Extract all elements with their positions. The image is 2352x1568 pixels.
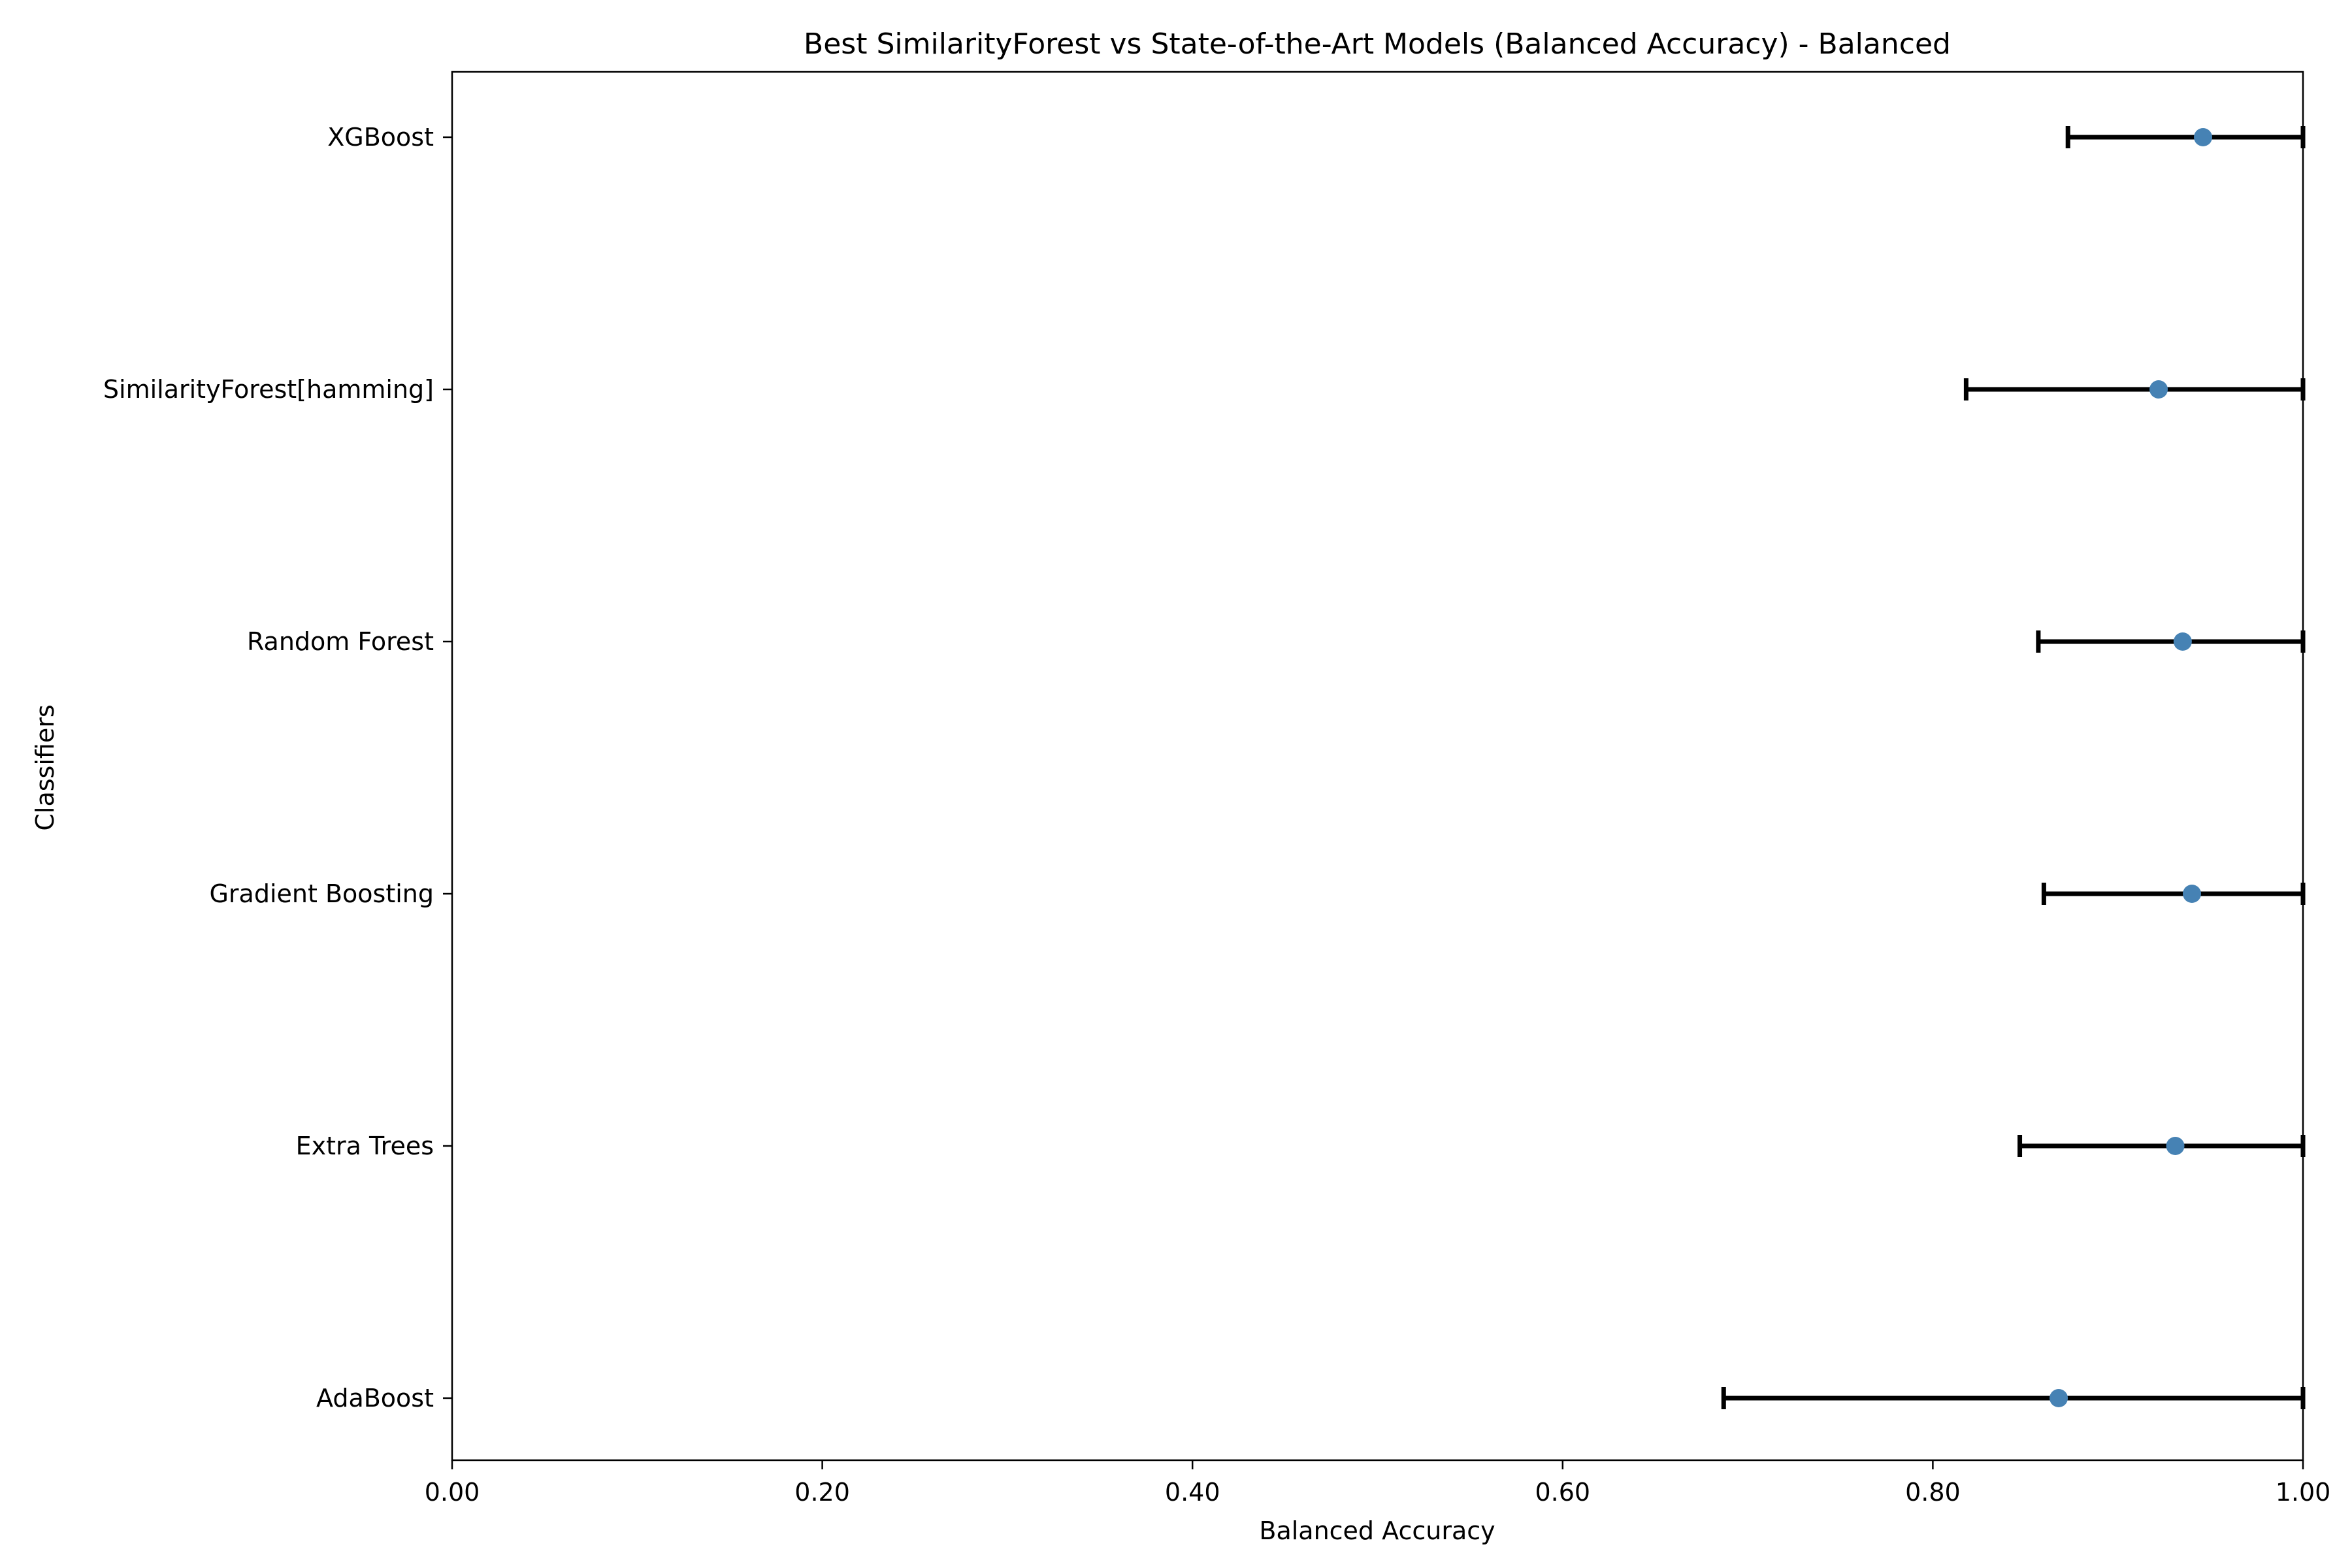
x-tick-label: 0.80	[1905, 1478, 1961, 1507]
y-axis-label: Classifiers	[31, 704, 59, 830]
data-point	[2173, 632, 2192, 651]
plot-area: 0.00 0.20 0.40 0.60 0.80 1.00 AdaBoost Extra Tr…	[103, 71, 2331, 1507]
data-point	[2050, 1389, 2068, 1407]
y-tick-label: Extra Trees	[296, 1132, 434, 1160]
x-tick-label: 0.40	[1165, 1478, 1220, 1507]
y-tick-label: Gradient Boosting	[209, 879, 434, 908]
x-tick-label: 0.60	[1535, 1478, 1590, 1507]
data-point	[2149, 380, 2168, 399]
chart-title: Best SimilarityForest vs State-of-the-Ar…	[804, 27, 1951, 61]
x-axis-label: Balanced Accuracy	[1259, 1516, 1495, 1545]
data-point	[2194, 128, 2213, 146]
y-tick-label: AdaBoost	[316, 1384, 434, 1413]
y-tick-label: XGBoost	[327, 123, 434, 152]
data-point	[2183, 885, 2202, 903]
x-tick-label: 0.20	[794, 1478, 850, 1507]
x-tick-label: 0.00	[425, 1478, 480, 1507]
plot-frame	[451, 71, 2304, 1462]
y-tick-label: SimilarityForest[hamming]	[103, 375, 434, 404]
y-tick-label: Random Forest	[247, 627, 434, 656]
x-tick-label: 1.00	[2276, 1478, 2331, 1507]
data-point	[2166, 1137, 2185, 1155]
